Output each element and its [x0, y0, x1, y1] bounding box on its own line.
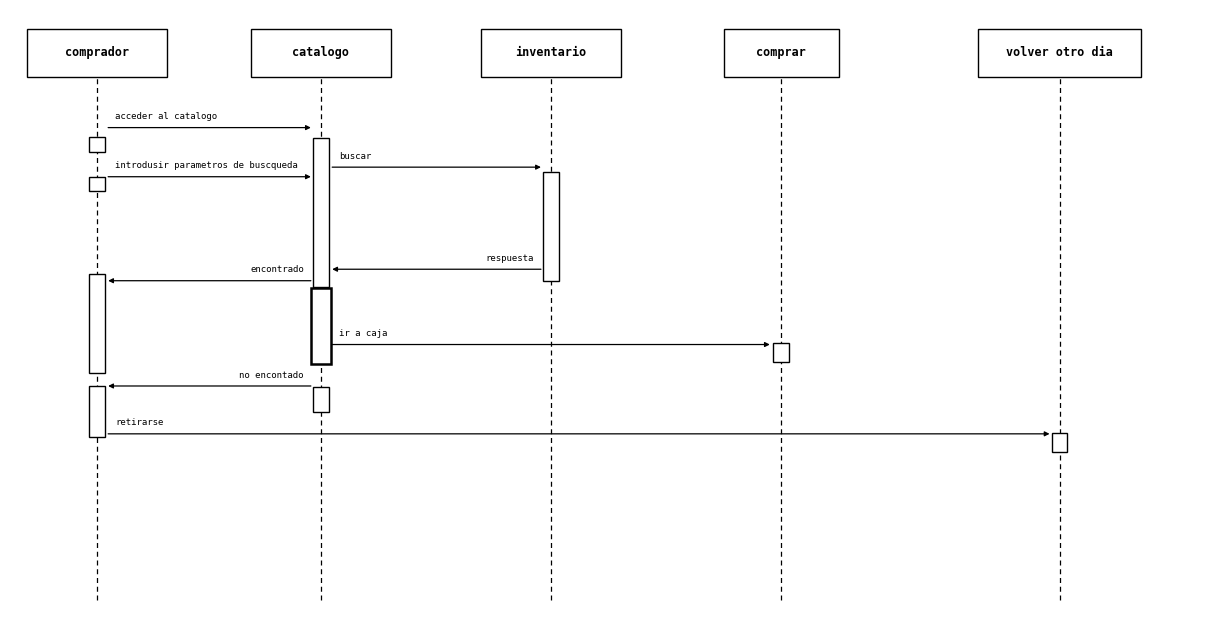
Text: catalogo: catalogo [292, 46, 350, 59]
Text: introdusir parametros de buscqueda: introdusir parametros de buscqueda [115, 161, 298, 170]
Text: buscar: buscar [339, 152, 372, 161]
FancyBboxPatch shape [774, 343, 790, 362]
Text: comprador: comprador [65, 46, 128, 59]
FancyBboxPatch shape [1051, 433, 1068, 452]
Text: encontrado: encontrado [251, 265, 304, 274]
FancyBboxPatch shape [27, 29, 167, 77]
Text: ir a caja: ir a caja [339, 329, 388, 338]
FancyBboxPatch shape [543, 172, 559, 281]
FancyBboxPatch shape [90, 386, 104, 437]
FancyBboxPatch shape [252, 29, 390, 77]
FancyBboxPatch shape [312, 387, 329, 412]
FancyBboxPatch shape [90, 177, 104, 191]
FancyBboxPatch shape [311, 288, 331, 364]
FancyBboxPatch shape [312, 138, 329, 287]
Text: retirarse: retirarse [115, 419, 163, 427]
Text: acceder al catalogo: acceder al catalogo [115, 112, 217, 121]
Text: volver otro dia: volver otro dia [1006, 46, 1113, 59]
Text: no encontado: no encontado [240, 371, 304, 380]
FancyBboxPatch shape [90, 274, 104, 373]
Text: comprar: comprar [756, 46, 807, 59]
Text: inventario: inventario [516, 46, 586, 59]
FancyBboxPatch shape [978, 29, 1141, 77]
FancyBboxPatch shape [90, 137, 104, 152]
Text: respuesta: respuesta [486, 254, 534, 263]
FancyBboxPatch shape [481, 29, 621, 77]
FancyBboxPatch shape [723, 29, 838, 77]
